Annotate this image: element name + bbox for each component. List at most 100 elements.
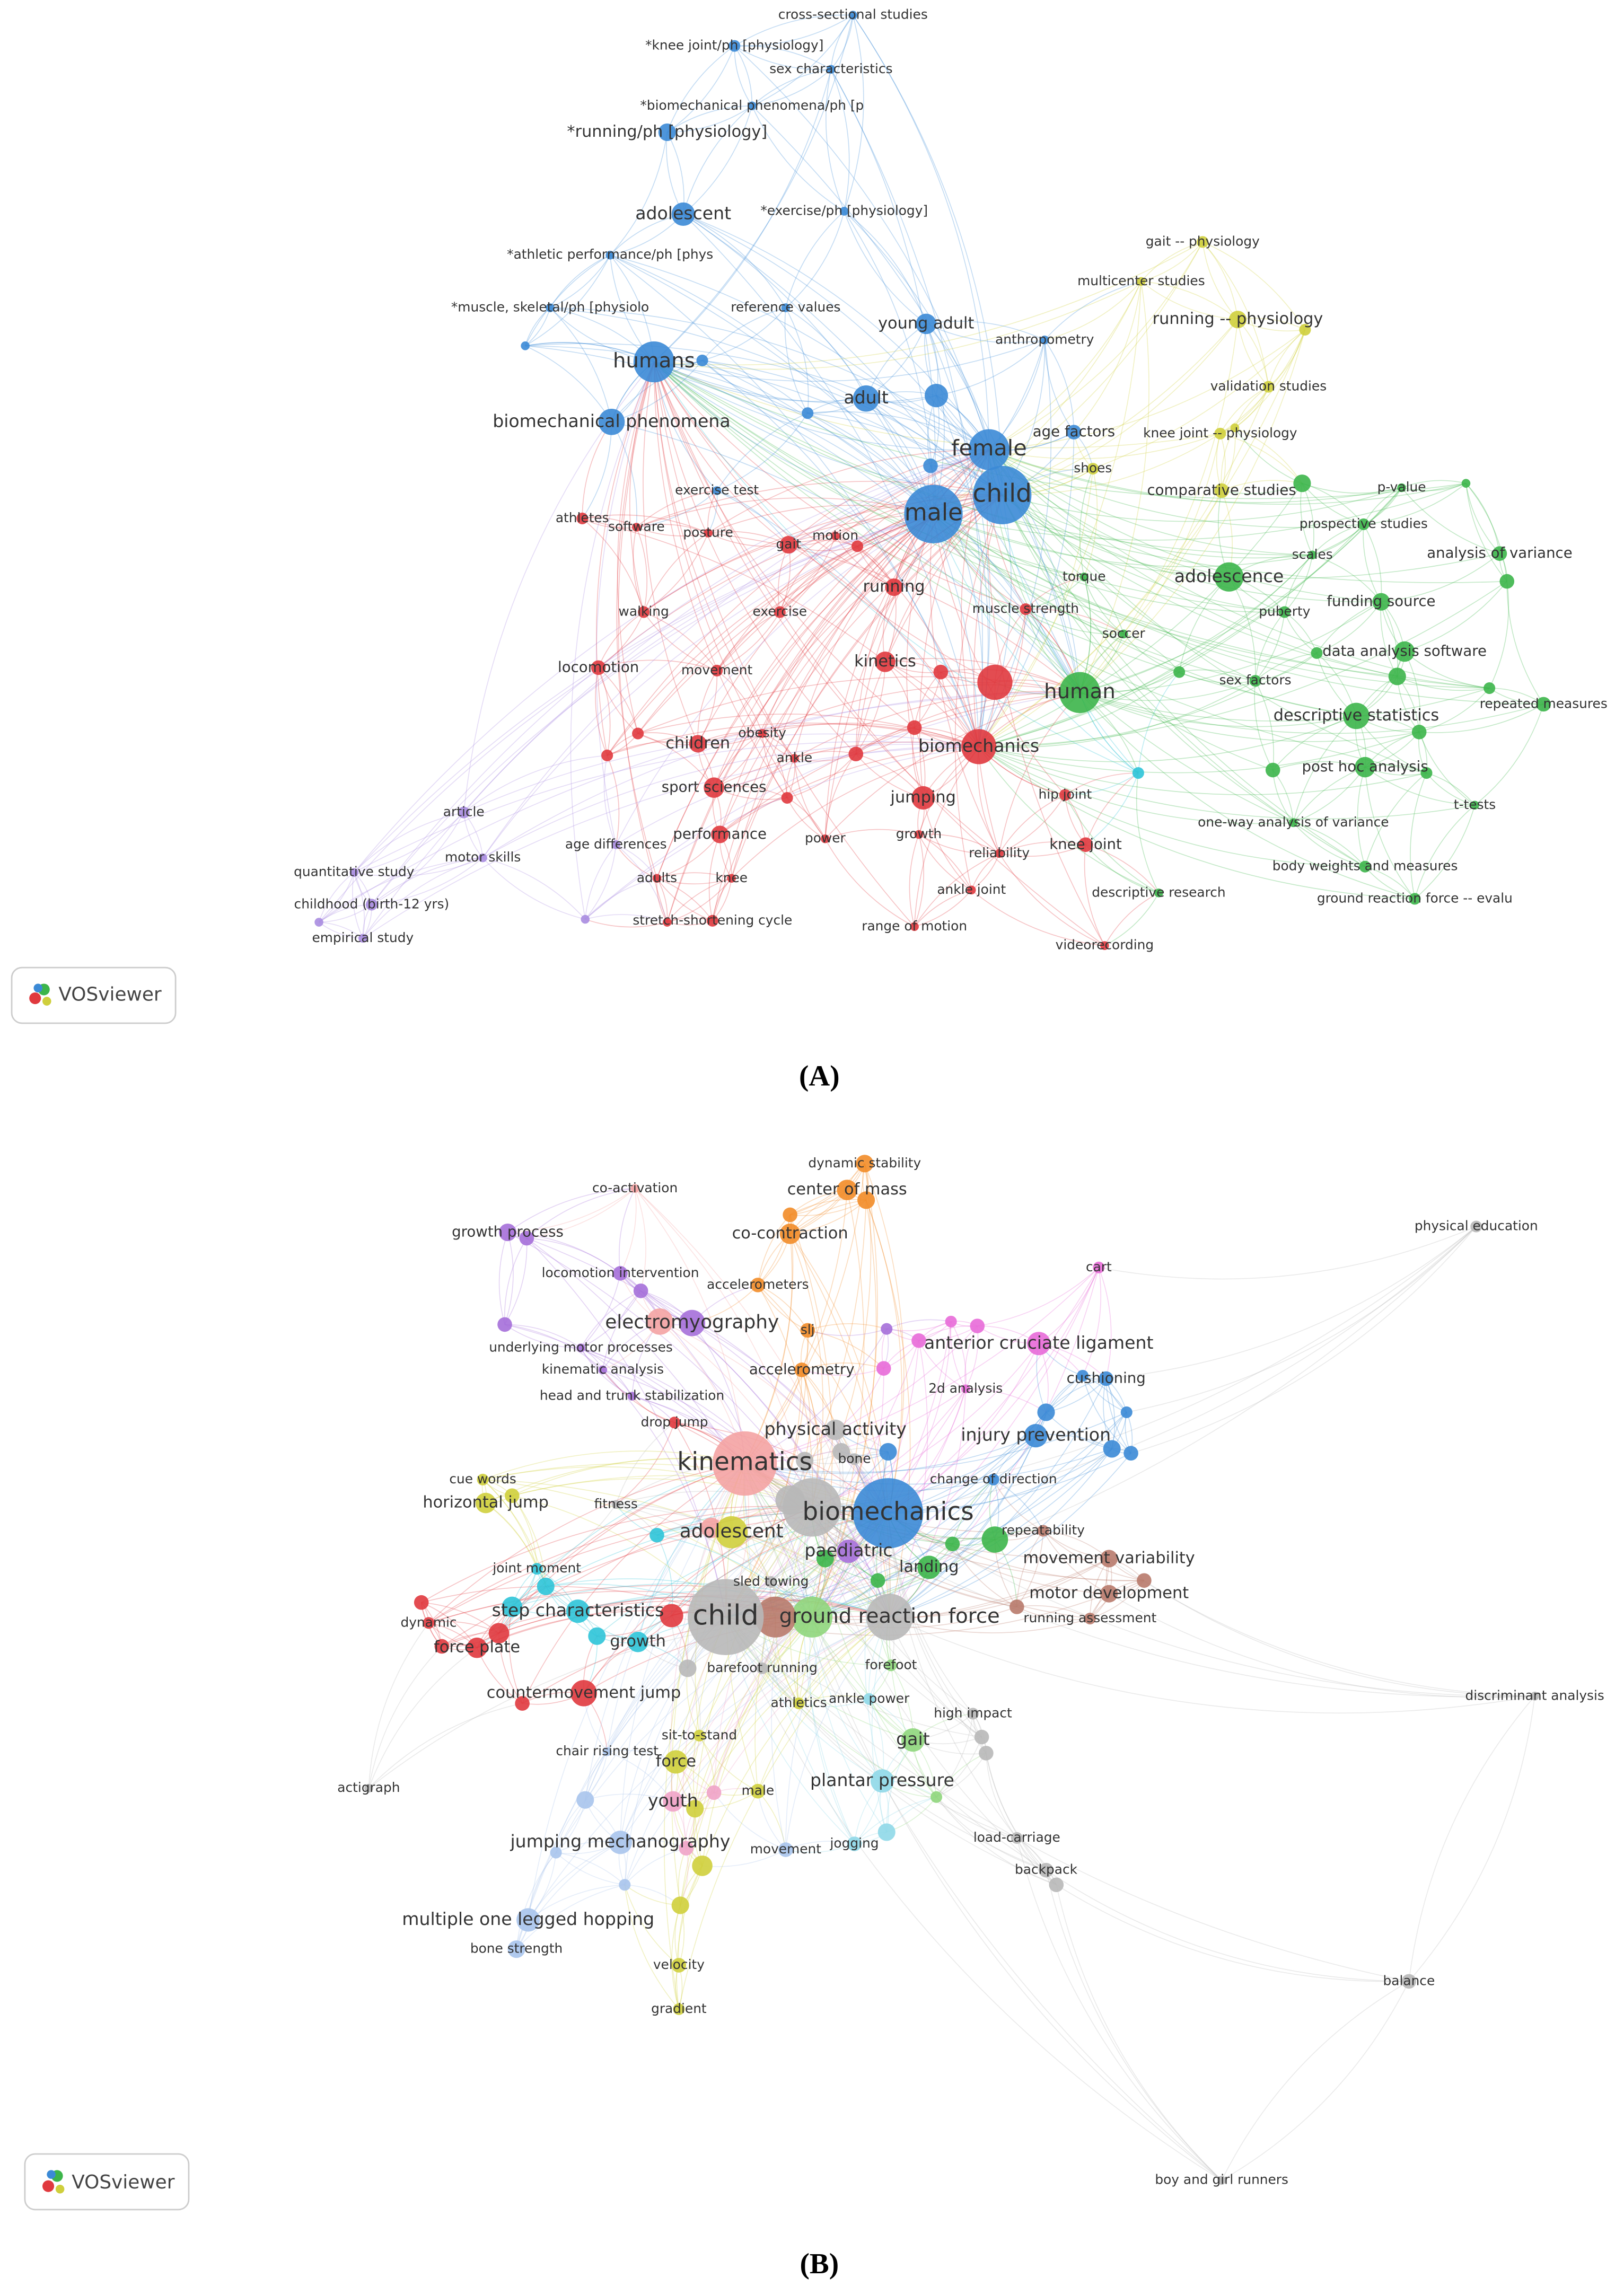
node-label: knee joint -- physiology	[1143, 425, 1297, 441]
edge	[482, 744, 979, 858]
node	[1011, 1832, 1023, 1844]
node-label: p-value	[1377, 479, 1426, 495]
node	[837, 1540, 861, 1563]
node-label: t-tests	[1454, 797, 1496, 812]
node	[715, 1516, 748, 1549]
edge	[1025, 576, 1085, 610]
edge	[678, 1865, 703, 1966]
edge	[1380, 602, 1398, 677]
node	[987, 1473, 999, 1485]
edge	[906, 514, 934, 798]
edge	[785, 210, 845, 308]
node	[679, 1659, 697, 1677]
edge	[853, 15, 1003, 495]
edge	[1381, 553, 1500, 603]
edge	[319, 904, 372, 923]
edge	[1079, 281, 1149, 693]
edge	[1401, 482, 1467, 491]
edge	[602, 1369, 813, 1508]
node	[669, 1417, 681, 1429]
edge	[725, 1616, 1222, 2181]
node	[1230, 423, 1240, 433]
node-label: adolescent	[680, 1520, 784, 1542]
edge	[978, 487, 1402, 748]
edge	[482, 513, 934, 858]
edge	[1044, 281, 1142, 340]
edge	[1016, 1606, 1090, 1621]
edge	[1065, 772, 1139, 796]
edge	[637, 1507, 812, 1642]
node	[1059, 789, 1071, 801]
edge	[807, 411, 989, 450]
node-label: gradient	[651, 2001, 707, 2016]
edge	[918, 834, 972, 891]
edge	[686, 1616, 890, 1849]
node-label: *exercise/ph [physiology]	[760, 203, 928, 218]
edge	[914, 834, 924, 927]
edge	[624, 1884, 681, 1906]
edge	[653, 362, 1026, 610]
edge	[1002, 329, 1306, 496]
node	[848, 11, 858, 20]
edge	[978, 746, 1475, 820]
node	[911, 1333, 926, 1348]
node-label: sled towing	[733, 1573, 809, 1589]
edge	[643, 533, 709, 613]
node-label: performance	[673, 825, 767, 842]
edge	[811, 1617, 1222, 2181]
edge	[585, 692, 1080, 920]
edge	[923, 797, 972, 891]
node-label: kinematic analysis	[542, 1361, 664, 1377]
edge	[1044, 340, 1075, 433]
edge	[371, 812, 464, 905]
edge	[811, 1452, 844, 1617]
edge	[978, 746, 1294, 824]
panel-caption: (A)	[799, 1059, 840, 1092]
edge	[751, 105, 1081, 693]
node-label: plantar pressure	[810, 1770, 954, 1790]
edge	[936, 1797, 1017, 1839]
edge	[653, 362, 856, 754]
edge	[616, 1422, 675, 1505]
edge	[505, 1324, 581, 1349]
edge	[504, 1238, 528, 1325]
edge	[702, 360, 808, 414]
edge	[676, 1866, 703, 2009]
node	[570, 1680, 597, 1707]
edge	[993, 1479, 1044, 1531]
node	[875, 652, 896, 672]
edge	[654, 361, 1507, 583]
edge	[731, 746, 979, 879]
edge	[522, 1463, 745, 1704]
edge	[596, 1513, 889, 1637]
edge	[790, 1200, 866, 1216]
edge	[680, 1616, 813, 1906]
edge	[611, 421, 637, 527]
edge	[507, 1188, 635, 1233]
node	[1357, 518, 1370, 531]
node	[502, 1596, 523, 1617]
node	[821, 834, 830, 843]
node-label: underlying motor processes	[489, 1340, 673, 1355]
edge	[801, 1369, 811, 1461]
edge	[607, 723, 979, 756]
node	[566, 1599, 590, 1623]
edge	[653, 69, 832, 363]
edge	[1104, 892, 1160, 946]
node-label: dynamic	[400, 1614, 457, 1630]
edge	[582, 518, 637, 529]
edge	[744, 1215, 794, 1464]
node-label: biomechanical phenomena	[493, 410, 730, 431]
edge	[421, 1586, 726, 1618]
node-label: sex factors	[1219, 672, 1292, 688]
edge	[812, 1507, 1535, 1698]
node	[881, 1323, 893, 1335]
edge	[482, 1450, 745, 1480]
edge	[653, 362, 826, 839]
node-label: sport sciences	[662, 778, 767, 796]
edge	[596, 362, 655, 756]
node	[704, 529, 713, 538]
edge	[785, 1841, 855, 1850]
edge	[656, 877, 732, 885]
edge	[598, 611, 644, 668]
